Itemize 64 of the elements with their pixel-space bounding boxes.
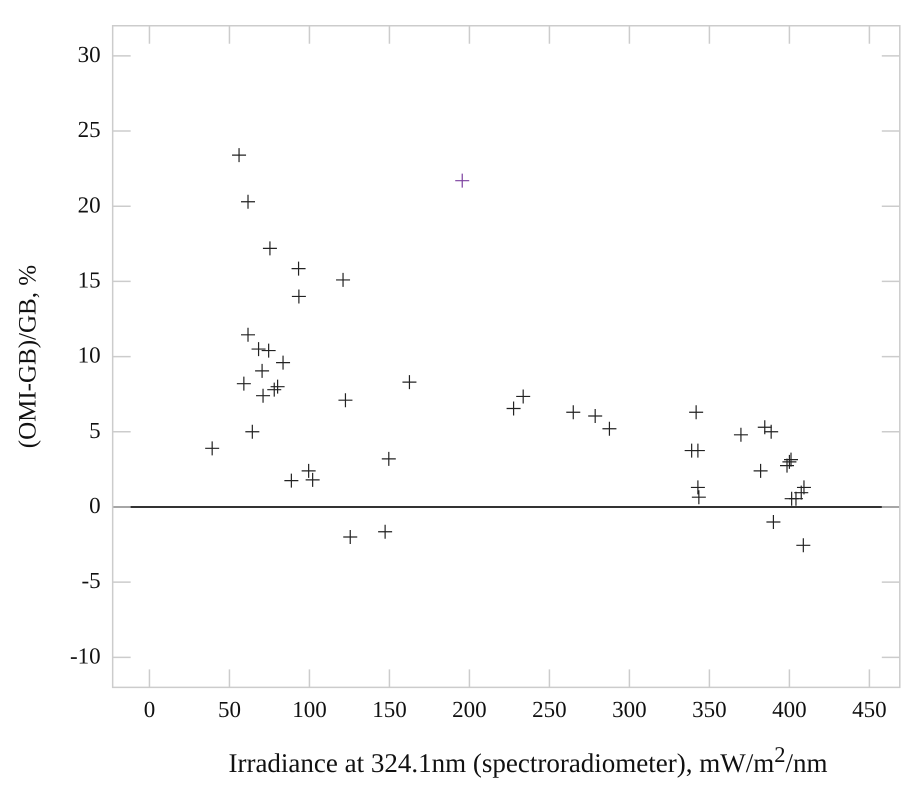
point	[244, 424, 260, 440]
point	[378, 524, 393, 540]
point	[305, 472, 320, 488]
point	[796, 538, 811, 553]
point	[788, 491, 804, 506]
point	[290, 261, 306, 276]
point	[794, 485, 809, 500]
point	[402, 374, 418, 390]
point	[291, 288, 306, 304]
point	[796, 480, 812, 496]
point	[506, 400, 522, 416]
point	[255, 388, 271, 404]
y-tick-label: 5	[89, 418, 101, 443]
point	[250, 341, 266, 357]
x-axis-title: Irradiance at 324.1nm (spectroradiometer), mW/m$^{2}$/nm	[227, 742, 829, 779]
point	[254, 363, 270, 378]
x-tick-label: 400	[772, 697, 807, 722]
y-tick-label: 0	[89, 493, 101, 518]
point	[588, 408, 603, 424]
x-tick-label: 300	[612, 697, 647, 722]
point	[266, 382, 282, 398]
point	[261, 342, 276, 358]
point	[231, 148, 247, 163]
y-tick-label: 25	[78, 117, 101, 142]
y-axis-title: (OMI-GB)/GB, %	[14, 264, 42, 448]
point	[301, 463, 316, 478]
point	[262, 240, 278, 256]
point	[690, 480, 706, 496]
y-tick-label: 15	[78, 267, 101, 292]
point	[236, 376, 252, 392]
point	[270, 379, 286, 394]
x-tick-label: 450	[852, 697, 887, 722]
point	[690, 442, 706, 458]
x-tick-label: 250	[532, 697, 567, 722]
x-tick-label: 200	[452, 697, 487, 722]
point	[338, 392, 354, 408]
point	[516, 388, 531, 404]
point	[688, 404, 704, 420]
point	[733, 427, 749, 442]
y-tick-label: 10	[78, 342, 101, 368]
point	[454, 173, 470, 188]
point	[691, 490, 706, 505]
point	[766, 514, 782, 530]
point	[381, 451, 396, 466]
point	[566, 404, 581, 420]
y-tick-label: 30	[78, 42, 101, 67]
point	[275, 355, 291, 370]
point	[240, 327, 256, 342]
x-tick-label: 0	[144, 697, 156, 722]
y-tick-label: 20	[78, 192, 101, 218]
point	[335, 272, 351, 288]
point	[342, 529, 358, 545]
x-tick-label: 150	[372, 697, 407, 722]
y-tick-label: -5	[81, 568, 101, 594]
point	[240, 194, 256, 210]
point	[204, 440, 220, 456]
point	[779, 458, 795, 474]
y-tick-label: -10	[70, 643, 101, 668]
point	[753, 463, 768, 478]
point	[602, 421, 618, 436]
x-tick-label: 100	[292, 697, 327, 722]
x-tick-label: 50	[218, 697, 241, 722]
point	[284, 473, 299, 488]
x-tick-label: 350	[692, 697, 727, 722]
